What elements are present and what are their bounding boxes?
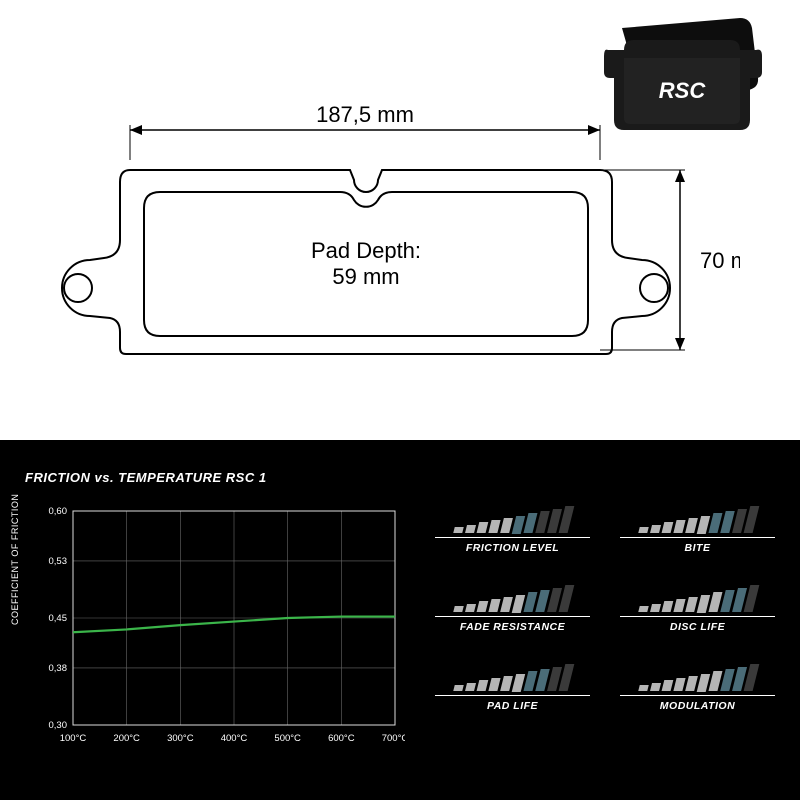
svg-text:0,30: 0,30 (49, 720, 68, 731)
ratings-grid: FRICTION LEVEL BITE FADE RESISTANCE DISC LI… (435, 505, 775, 712)
rating-bars (454, 663, 571, 691)
rating-bars (454, 584, 571, 612)
svg-text:300°C: 300°C (167, 733, 194, 744)
width-dimension: 187,5 mm (130, 102, 600, 160)
rating-bars (639, 505, 756, 533)
rating-bars (454, 505, 571, 533)
rating-item: BITE (620, 505, 775, 554)
svg-text:0,53: 0,53 (49, 556, 68, 567)
svg-text:200°C: 200°C (113, 733, 140, 744)
y-axis-label: COEFFICIENT OF FRICTION (10, 494, 20, 625)
rating-bars (639, 663, 756, 691)
rating-item: MODULATION (620, 663, 775, 712)
technical-diagram: 187,5 mm 70 mm Pad Depth: (40, 100, 740, 420)
svg-text:600°C: 600°C (328, 733, 355, 744)
rating-item: PAD LIFE (435, 663, 590, 712)
rating-item: FRICTION LEVEL (435, 505, 590, 554)
height-dimension: 70 mm (600, 170, 740, 350)
rating-item: DISC LIFE (620, 584, 775, 633)
rating-item: FADE RESISTANCE (435, 584, 590, 633)
svg-text:0,45: 0,45 (49, 613, 68, 624)
rating-label: MODULATION (620, 695, 775, 712)
svg-text:0,60: 0,60 (49, 506, 68, 517)
rating-label: FADE RESISTANCE (435, 616, 590, 633)
pad-depth-label-1: Pad Depth: (311, 238, 421, 263)
friction-chart: FRICTION vs. TEMPERATURE RSC 1 COEFFICIE… (25, 470, 405, 770)
technical-drawing-panel: RSC 187,5 mm 70 mm (0, 0, 800, 440)
rating-label: FRICTION LEVEL (435, 537, 590, 554)
rating-label: PAD LIFE (435, 695, 590, 712)
rating-label: DISC LIFE (620, 616, 775, 633)
svg-text:100°C: 100°C (60, 733, 87, 744)
rating-bars (639, 584, 756, 612)
svg-text:500°C: 500°C (274, 733, 301, 744)
svg-text:700°C: 700°C (382, 733, 405, 744)
pad-depth-label-2: 59 mm (332, 264, 399, 289)
performance-panel: FRICTION vs. TEMPERATURE RSC 1 COEFFICIE… (0, 440, 800, 800)
svg-text:400°C: 400°C (221, 733, 248, 744)
rating-label: BITE (620, 537, 775, 554)
friction-line-chart: 0,30 0,38 0,45 0,53 0,60 100°C 200°C 300°C 400°C… (25, 503, 405, 753)
chart-title: FRICTION vs. TEMPERATURE RSC 1 (25, 470, 405, 485)
height-label: 70 mm (700, 248, 740, 273)
width-label: 187,5 mm (316, 102, 414, 127)
svg-text:0,38: 0,38 (49, 663, 68, 674)
